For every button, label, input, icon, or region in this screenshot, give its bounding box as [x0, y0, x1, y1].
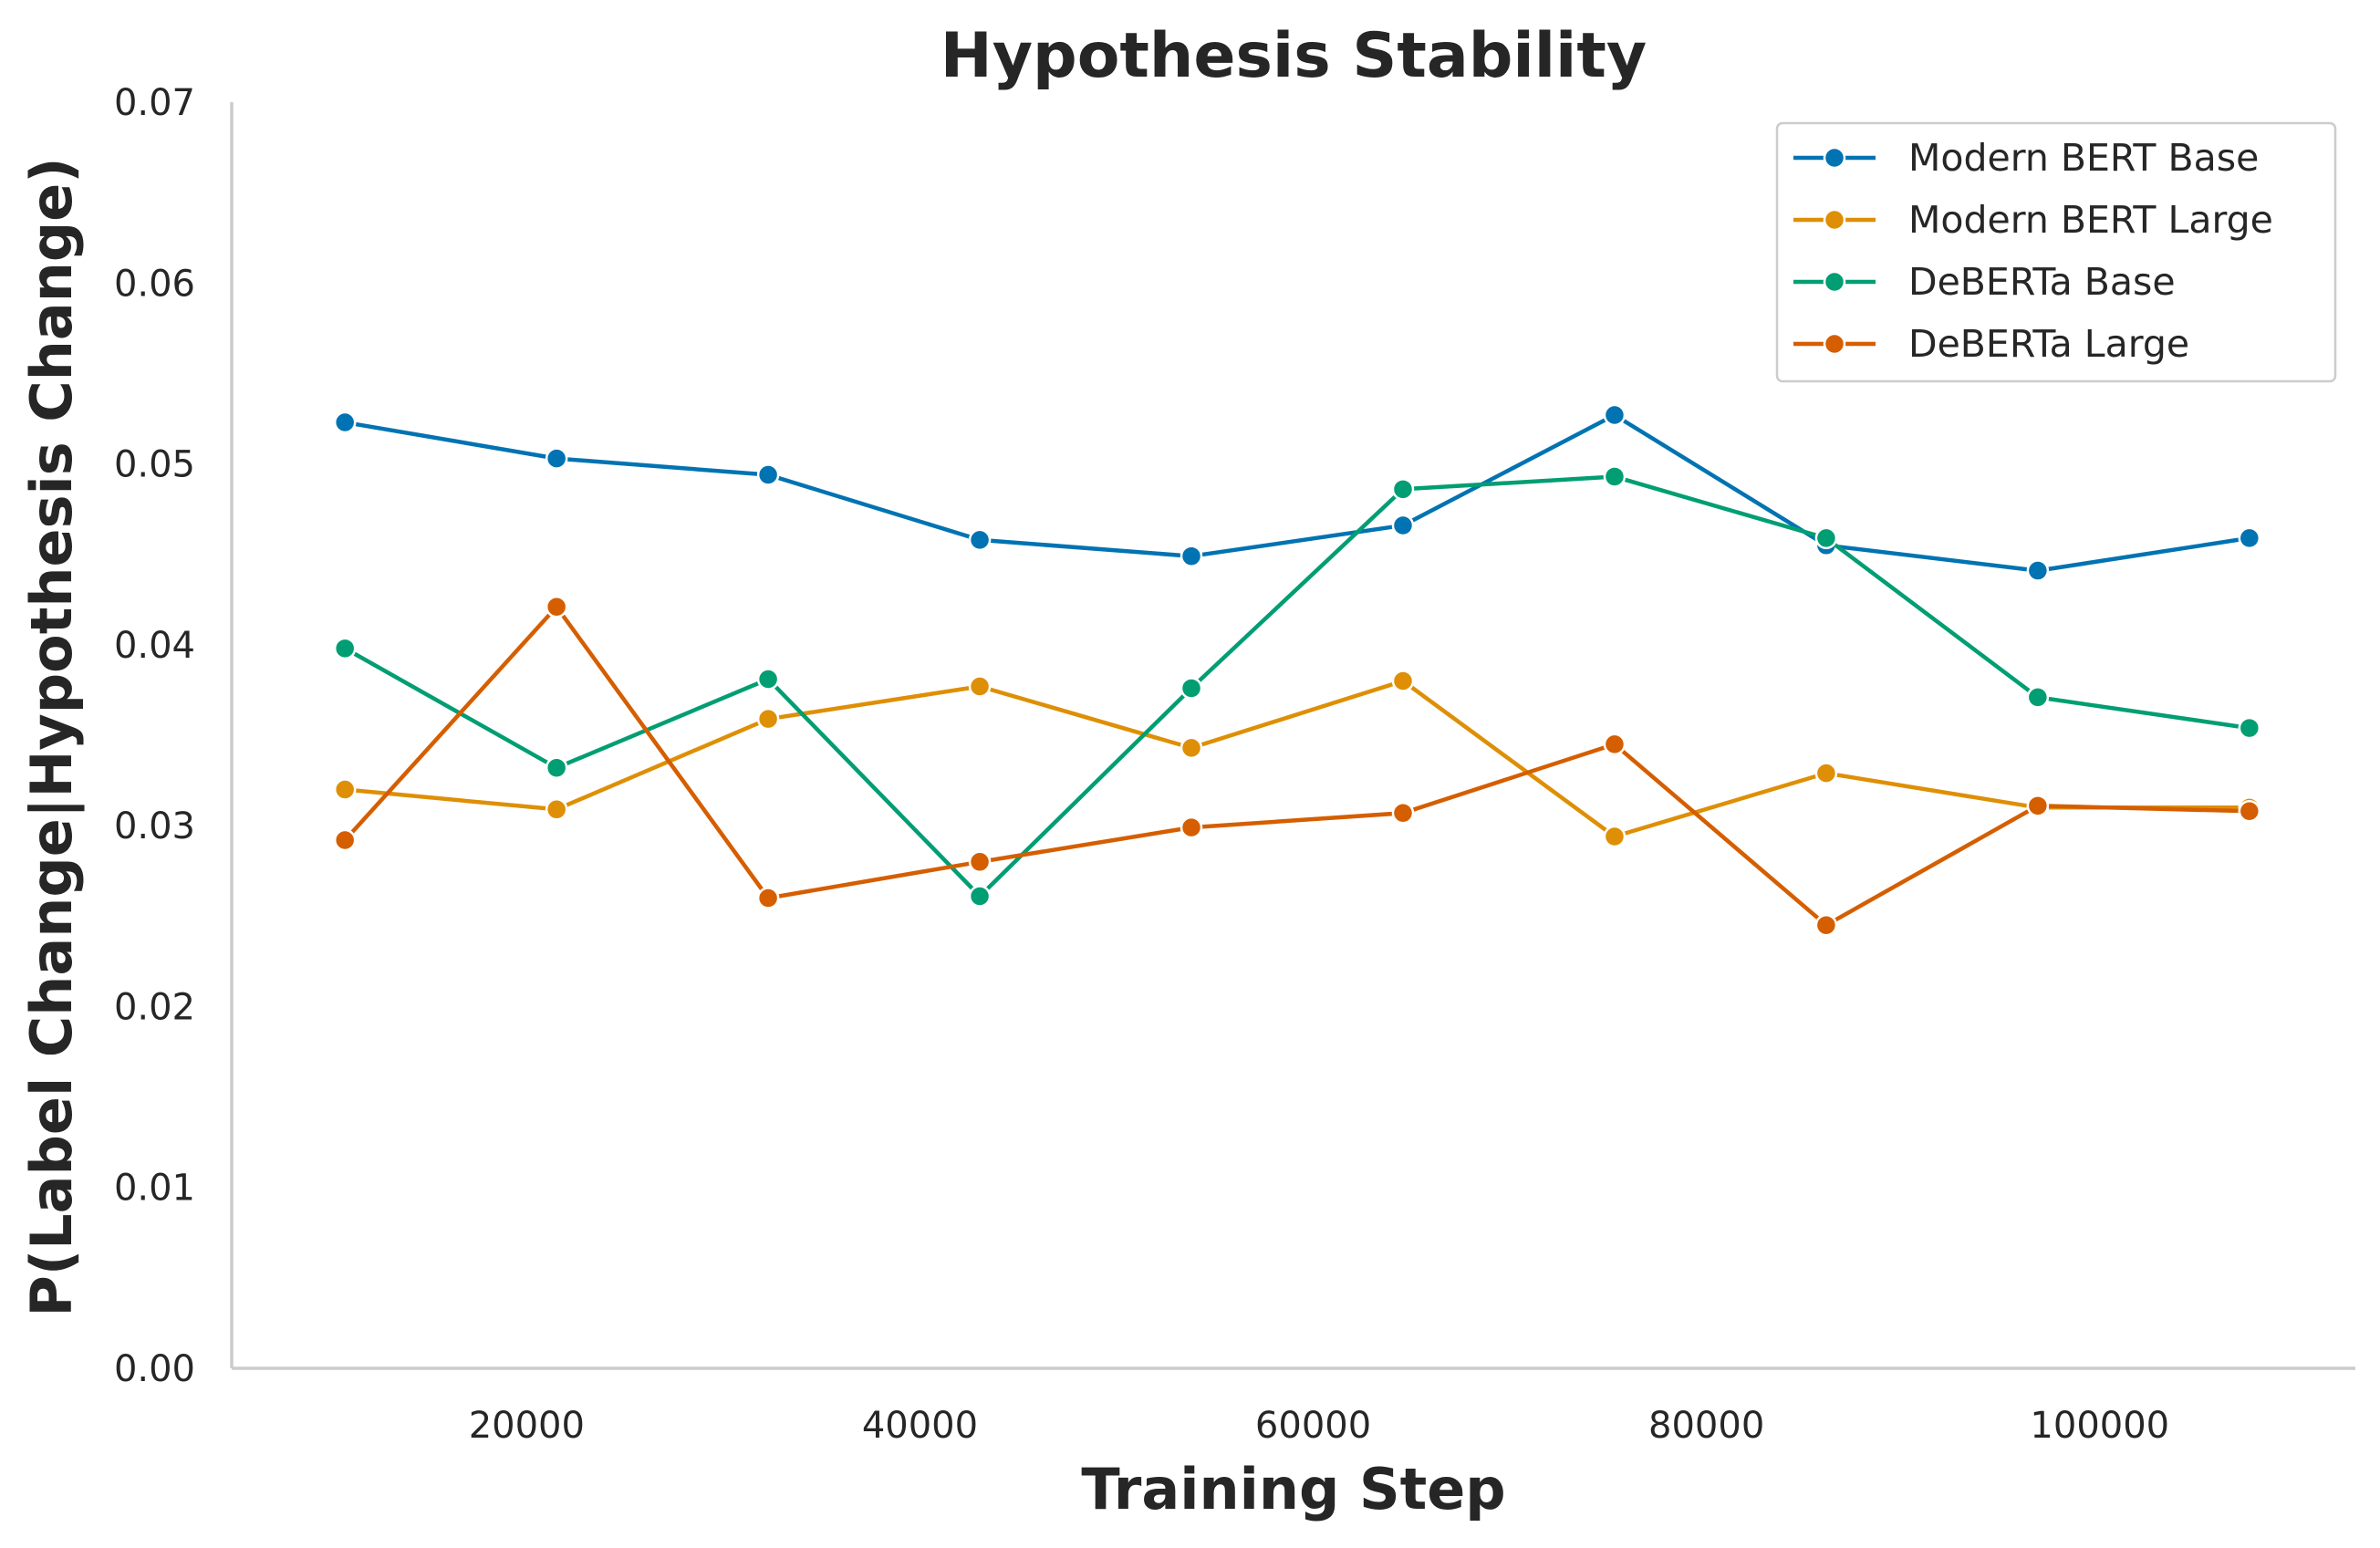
legend-label: DeBERTa Base: [1908, 260, 2176, 304]
legend-label: Modern BERT Base: [1908, 136, 2259, 180]
y-axis-label: P(Label Change|Hypothesis Change): [18, 157, 86, 1316]
data-point: [1603, 465, 1627, 488]
legend: Modern BERT Base Modern BERT Large DeBERTa…: [1775, 121, 2337, 383]
data-point: [1603, 825, 1627, 848]
series-modern-bert-base: [333, 403, 2261, 582]
chart-title: Hypothesis Stability: [941, 20, 1647, 92]
y-tick-label: 0.05: [114, 444, 195, 486]
data-point: [1180, 816, 1203, 839]
y-tick-label: 0.03: [114, 805, 195, 847]
data-point: [756, 668, 780, 691]
series-deberta-base: [333, 465, 2261, 908]
data-point: [756, 463, 780, 486]
legend-marker: [1823, 332, 1846, 356]
series-line: [344, 412, 2250, 573]
legend-label: DeBERTa Large: [1908, 322, 2189, 366]
data-point: [2026, 686, 2050, 709]
series-line: [343, 604, 2250, 928]
data-point: [1814, 762, 1838, 784]
legend-item: Modern BERT Base: [1793, 136, 2259, 180]
x-tick-label: 60000: [1255, 1405, 1371, 1447]
data-point: [545, 447, 568, 470]
x-tick-label: 40000: [862, 1405, 978, 1447]
data-point: [756, 887, 780, 909]
data-point: [1391, 670, 1415, 692]
series-line: [344, 474, 2250, 899]
data-point: [756, 707, 780, 731]
legend-label: Modern BERT Large: [1908, 198, 2273, 242]
data-point: [333, 828, 357, 852]
x-tick-label: 100000: [2030, 1405, 2169, 1447]
legend-marker: [1823, 208, 1846, 232]
data-point: [333, 637, 357, 660]
series-line: [344, 679, 2250, 839]
legend-item: DeBERTa Large: [1793, 322, 2189, 366]
series-deberta-large: [333, 595, 2261, 937]
data-point: [968, 528, 992, 552]
x-axis-label: Training Step: [1081, 1456, 1505, 1522]
data-point: [1391, 514, 1415, 537]
data-point: [545, 798, 568, 821]
legend-item: DeBERTa Base: [1793, 260, 2176, 304]
legend-box: [1775, 121, 2337, 383]
series-lines: [333, 403, 2261, 937]
legend-item: Modern BERT Large: [1793, 198, 2273, 242]
legend-marker: [1823, 146, 1846, 170]
data-point: [968, 850, 992, 874]
legend-marker: [1823, 270, 1846, 294]
data-point: [1603, 403, 1627, 427]
data-point: [968, 675, 992, 698]
y-tick-label: 0.06: [114, 263, 195, 305]
data-point: [1603, 732, 1627, 756]
x-tick-label: 80000: [1648, 1405, 1764, 1447]
y-tick-label: 0.01: [114, 1168, 195, 1210]
data-point: [2238, 716, 2261, 740]
axes: 0.00 0.01 0.02 0.03 0.04 0.05 0.06 0.07 20000 400…: [114, 82, 2355, 1447]
y-tick-label: 0.07: [114, 82, 195, 124]
data-point: [2026, 795, 2050, 817]
data-point: [2238, 800, 2261, 823]
data-point: [1814, 913, 1838, 937]
data-point: [1180, 545, 1203, 567]
data-point: [333, 778, 357, 801]
data-point: [545, 756, 568, 779]
x-tick-label: 20000: [469, 1405, 585, 1447]
data-point: [2238, 526, 2261, 550]
data-point: [1814, 526, 1838, 550]
y-tick-label: 0.02: [114, 986, 195, 1028]
y-tick-label: 0.00: [114, 1348, 195, 1390]
data-point: [545, 595, 568, 618]
data-point: [333, 410, 357, 434]
data-point: [1180, 677, 1203, 700]
data-point: [968, 885, 992, 908]
y-tick-label: 0.04: [114, 625, 195, 667]
data-point: [1391, 478, 1415, 501]
data-point: [2026, 559, 2050, 582]
data-point: [1180, 736, 1203, 760]
data-point: [1391, 802, 1415, 825]
